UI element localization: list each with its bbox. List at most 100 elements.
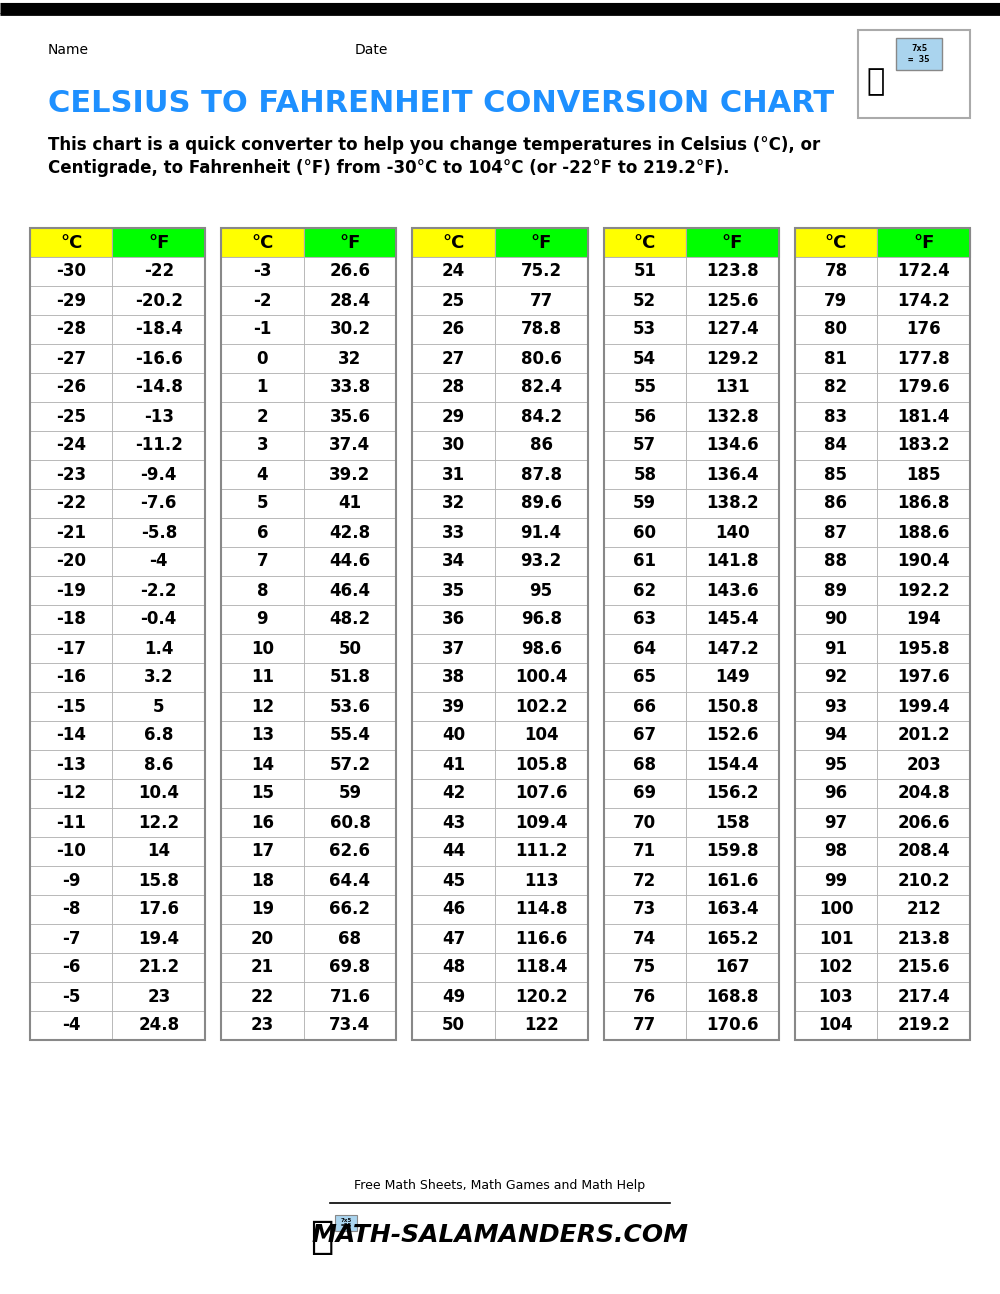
Bar — [112, 258, 205, 286]
Text: 32: 32 — [338, 349, 362, 367]
Text: -22: -22 — [144, 263, 174, 281]
Text: 61: 61 — [633, 553, 656, 571]
Text: °F: °F — [913, 233, 934, 251]
Text: 62.6: 62.6 — [329, 842, 370, 861]
Text: 217.4: 217.4 — [897, 987, 950, 1005]
Bar — [495, 518, 588, 547]
Bar — [795, 459, 877, 489]
Text: °C: °C — [60, 233, 82, 251]
Text: 91.4: 91.4 — [521, 524, 562, 541]
Bar — [495, 286, 588, 314]
Bar — [112, 547, 205, 576]
Bar — [686, 779, 779, 807]
Text: 82.4: 82.4 — [521, 379, 562, 396]
Text: 66.2: 66.2 — [329, 901, 370, 919]
Bar — [604, 344, 686, 373]
Text: 100.4: 100.4 — [515, 669, 567, 687]
Text: -4: -4 — [62, 1017, 80, 1034]
Text: 99: 99 — [824, 871, 848, 889]
Bar — [30, 431, 112, 459]
Text: 71.6: 71.6 — [329, 987, 370, 1005]
Text: 40: 40 — [442, 726, 465, 744]
Text: Free Math Sheets, Math Games and Math Help: Free Math Sheets, Math Games and Math He… — [354, 1179, 646, 1192]
Bar — [221, 286, 304, 314]
Bar — [112, 982, 205, 1011]
Text: 158: 158 — [715, 814, 750, 832]
Text: 41: 41 — [338, 494, 362, 512]
Text: 57: 57 — [633, 436, 656, 454]
Text: -9: -9 — [62, 871, 80, 889]
Bar — [304, 751, 396, 779]
Bar — [112, 751, 205, 779]
Text: 123.8: 123.8 — [706, 263, 759, 281]
Text: 17: 17 — [251, 842, 274, 861]
Text: 12.2: 12.2 — [138, 814, 179, 832]
Bar — [896, 38, 942, 70]
Bar — [495, 547, 588, 576]
Bar — [30, 895, 112, 924]
Text: 68: 68 — [633, 756, 656, 774]
Text: 177.8: 177.8 — [897, 349, 950, 367]
Bar — [412, 402, 495, 431]
Text: 89: 89 — [824, 581, 848, 599]
Text: 131: 131 — [715, 379, 750, 396]
Text: 129.2: 129.2 — [706, 349, 759, 367]
Bar — [304, 982, 396, 1011]
Bar — [495, 258, 588, 286]
Bar — [304, 518, 396, 547]
Text: 21: 21 — [251, 959, 274, 977]
Bar — [30, 807, 112, 837]
Text: -12: -12 — [56, 784, 86, 802]
Bar — [604, 518, 686, 547]
Text: 78.8: 78.8 — [521, 321, 562, 339]
Text: 204.8: 204.8 — [897, 784, 950, 802]
Bar — [604, 779, 686, 807]
Bar — [30, 634, 112, 663]
Text: 18: 18 — [251, 871, 274, 889]
Text: 98.6: 98.6 — [521, 639, 562, 657]
Text: 206.6: 206.6 — [897, 814, 950, 832]
Text: 86: 86 — [530, 436, 553, 454]
Text: 70: 70 — [633, 814, 656, 832]
Bar — [30, 258, 112, 286]
Bar — [495, 692, 588, 721]
Text: 30.2: 30.2 — [329, 321, 371, 339]
Bar — [112, 866, 205, 895]
Text: 6: 6 — [257, 524, 268, 541]
Bar — [221, 952, 304, 982]
Bar — [877, 866, 970, 895]
Bar — [686, 489, 779, 518]
Text: 159.8: 159.8 — [706, 842, 759, 861]
Bar — [877, 982, 970, 1011]
Bar — [221, 779, 304, 807]
Bar — [495, 982, 588, 1011]
Text: -10: -10 — [56, 842, 86, 861]
Bar — [877, 547, 970, 576]
Bar — [221, 228, 396, 1040]
Bar — [877, 402, 970, 431]
Text: °C: °C — [634, 233, 656, 251]
Bar — [412, 314, 495, 344]
Bar — [112, 431, 205, 459]
Text: 210.2: 210.2 — [897, 871, 950, 889]
Bar — [221, 606, 304, 634]
Bar — [112, 286, 205, 314]
Text: 8.6: 8.6 — [144, 756, 173, 774]
Text: -27: -27 — [56, 349, 86, 367]
Bar — [30, 1011, 112, 1040]
Text: 192.2: 192.2 — [897, 581, 950, 599]
Text: 120.2: 120.2 — [515, 987, 567, 1005]
Bar — [604, 606, 686, 634]
Bar — [30, 606, 112, 634]
Bar — [604, 402, 686, 431]
Bar — [686, 518, 779, 547]
Text: 53.6: 53.6 — [329, 697, 370, 716]
Bar — [30, 518, 112, 547]
Text: 97: 97 — [824, 814, 848, 832]
Bar — [604, 692, 686, 721]
Text: 13: 13 — [251, 726, 274, 744]
Text: 69: 69 — [633, 784, 656, 802]
Text: 31: 31 — [442, 466, 465, 484]
Text: 118.4: 118.4 — [515, 959, 567, 977]
Text: °F: °F — [148, 233, 169, 251]
